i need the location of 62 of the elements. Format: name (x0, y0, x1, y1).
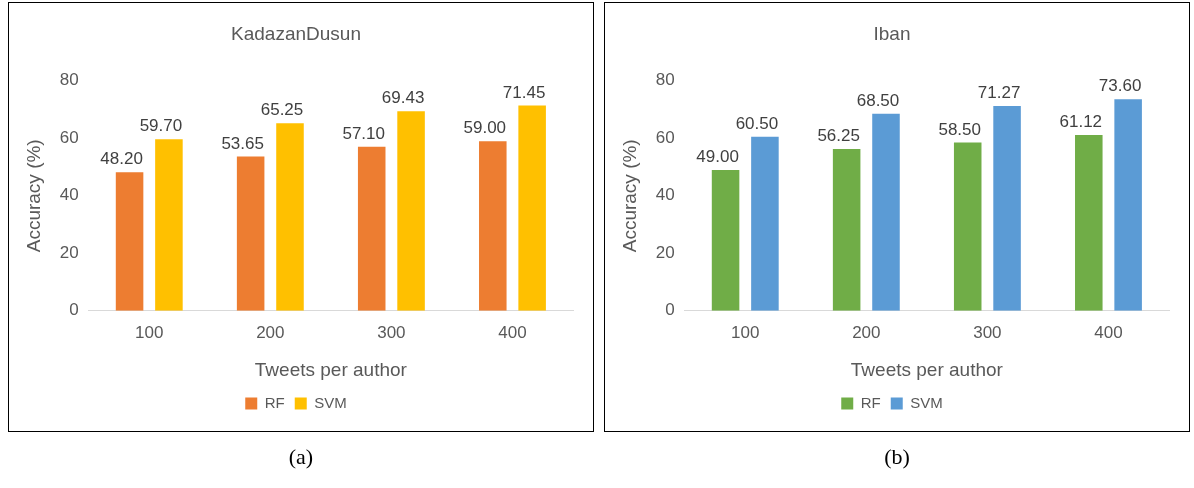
data-label: 48.20 (100, 149, 143, 169)
bar (993, 105, 1021, 311)
legend-label: SVM (910, 393, 943, 411)
data-label: 69.43 (381, 88, 425, 108)
data-label: 71.27 (977, 83, 1021, 103)
y-axis-title: Accuracy (%) (22, 139, 44, 253)
x-axis-title: Tweets per author (254, 358, 408, 380)
bar (953, 142, 982, 311)
data-label: 59.70 (139, 116, 183, 136)
y-tick-label: 20 (59, 242, 79, 262)
bar (711, 169, 740, 311)
y-tick-label: 60 (655, 127, 675, 147)
bar (872, 113, 900, 311)
bar (276, 123, 304, 311)
data-label: 53.65 (221, 133, 264, 153)
bar (832, 149, 861, 311)
x-tick-label: 200 (256, 322, 285, 342)
data-label: 58.50 (938, 119, 981, 139)
y-tick-label: 20 (655, 242, 675, 262)
x-tick-label: 300 (377, 322, 406, 342)
legend-label: RF (860, 393, 881, 411)
bar (1114, 99, 1142, 311)
bar (518, 105, 546, 311)
x-tick-label: 300 (973, 322, 1002, 342)
bar (236, 156, 265, 311)
data-label: 65.25 (260, 100, 304, 120)
chart-title: KadazanDusun (231, 22, 361, 44)
x-tick-label: 200 (852, 322, 881, 342)
data-label: 59.00 (463, 118, 507, 138)
data-label: 73.60 (1098, 76, 1142, 96)
text: (b) (883, 444, 911, 470)
data-label: 61.12 (1059, 112, 1103, 132)
data-label: 56.25 (817, 126, 860, 146)
x-axis-title: Tweets per author (850, 358, 1004, 380)
x-tick-label: 400 (1094, 322, 1123, 342)
data-label: 60.50 (735, 114, 779, 134)
chart-title: Iban (873, 22, 911, 44)
legend-label: RF (264, 393, 285, 411)
data-label: 71.45 (502, 82, 546, 102)
y-axis-title: Accuracy (%) (618, 139, 640, 253)
data-label: 68.50 (856, 91, 900, 111)
y-tick-label: 40 (59, 185, 79, 205)
bar (751, 136, 779, 311)
bar (1075, 135, 1103, 311)
bar (357, 146, 386, 311)
data-label: 49.00 (696, 147, 739, 167)
x-tick-label: 100 (135, 322, 164, 342)
bar (479, 141, 507, 311)
y-tick-label: 80 (59, 70, 79, 90)
data-label: 57.10 (342, 123, 385, 143)
y-tick-label: 80 (655, 70, 675, 90)
y-tick-label: 0 (665, 300, 675, 320)
y-tick-label: 0 (69, 300, 79, 320)
bar (397, 111, 425, 311)
bar (115, 172, 144, 311)
text: (a) (287, 444, 315, 470)
x-tick-label: 100 (731, 322, 760, 342)
y-tick-label: 60 (59, 127, 79, 147)
bar (155, 139, 183, 311)
y-tick-label: 40 (655, 185, 675, 205)
x-tick-label: 400 (498, 322, 527, 342)
legend-label: SVM (314, 393, 347, 411)
